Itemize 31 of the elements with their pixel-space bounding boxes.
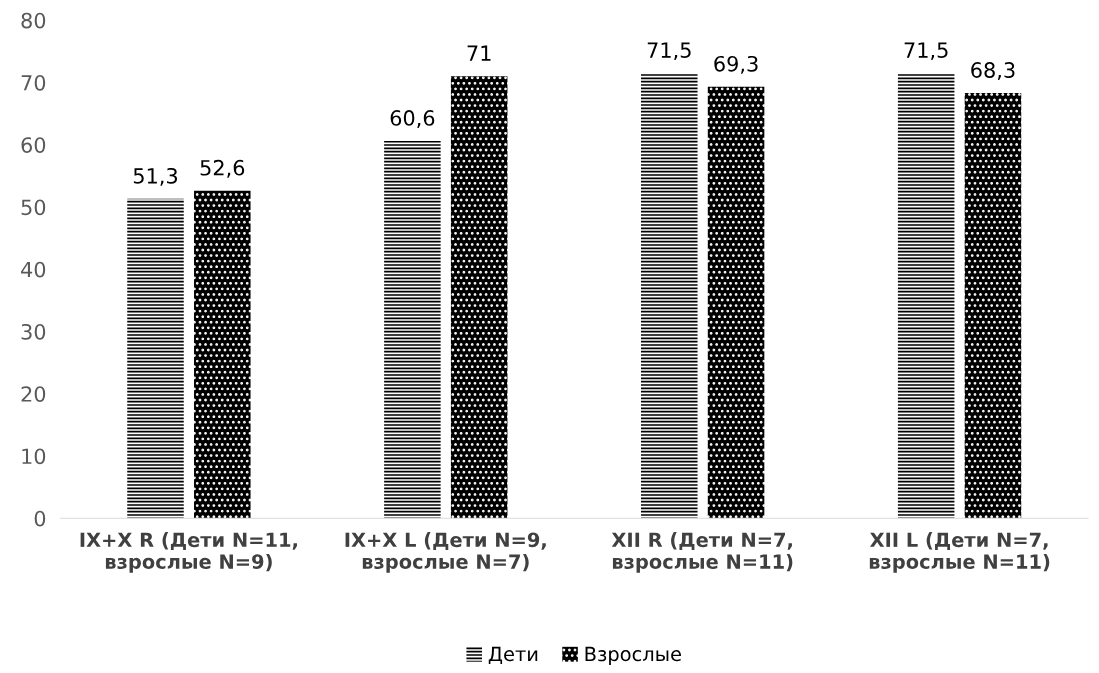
bar (897, 73, 955, 519)
data-label: 68,3 (971, 62, 1015, 80)
bar (707, 86, 765, 519)
data-label: 71 (467, 45, 491, 61)
bar (641, 73, 698, 519)
y-tick-label: 20 (21, 386, 46, 402)
x-tick-label: XII R (Дети N=7, взрослые N=11) (611, 532, 793, 573)
bar (450, 76, 508, 519)
data-label: 52,6 (200, 159, 245, 178)
data-label: 51,3 (133, 167, 178, 186)
y-tick-label: 40 (21, 261, 46, 278)
legend-label: Взрослые (585, 646, 681, 666)
x-tick-label: XII L (Дети N=7, взрослые N=11) (869, 532, 1050, 573)
y-tick-label: 60 (21, 137, 46, 153)
bar (127, 198, 184, 519)
x-tick-label: IX+X L (Дети N=9, взрослые N=7) (345, 532, 546, 573)
y-tick-label: 0 (34, 510, 46, 527)
y-tick-label: 50 (21, 199, 46, 216)
data-label: 69,3 (714, 55, 758, 74)
y-tick-label: 70 (21, 74, 46, 91)
data-label: 71,5 (904, 42, 948, 61)
y-tick-label: 10 (22, 448, 46, 465)
bar (964, 93, 1022, 519)
y-tick-label: 30 (21, 323, 46, 340)
y-tick-label: 80 (21, 12, 46, 29)
x-tick-label: IX+X R (Дети N=11, взрослые N=9) (80, 532, 297, 573)
data-label: 60,6 (390, 110, 435, 128)
data-label: 71,5 (647, 42, 691, 61)
bar (194, 190, 251, 519)
bar (384, 140, 441, 519)
legend-label: Дети (488, 646, 538, 665)
